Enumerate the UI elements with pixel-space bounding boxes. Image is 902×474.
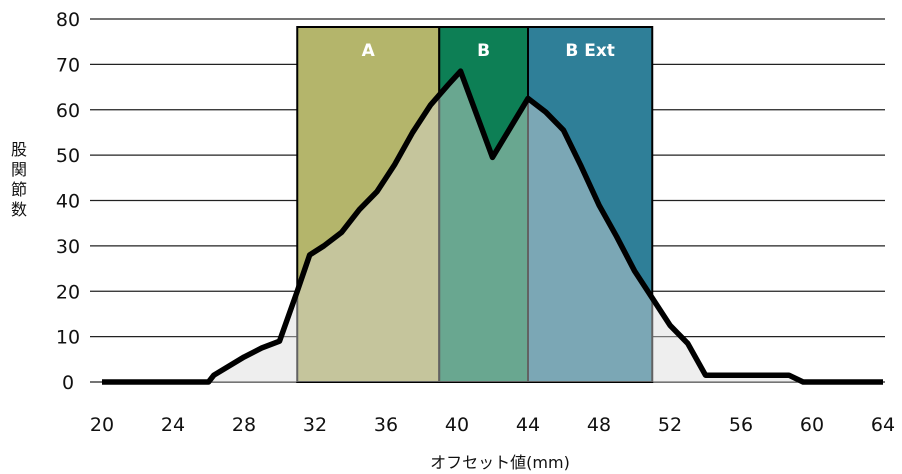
- y-tick-label: 60: [56, 100, 80, 122]
- band-b: [438, 26, 529, 383]
- x-tick-label: 52: [658, 414, 682, 436]
- y-tick-label: 70: [56, 54, 80, 76]
- band-b-ext: [527, 26, 654, 383]
- x-tick-label: 32: [303, 414, 327, 436]
- distribution-area: [102, 71, 883, 383]
- band-label: A: [362, 41, 376, 61]
- y-tick-label: 30: [56, 236, 80, 258]
- x-tick-label: 24: [161, 414, 185, 436]
- x-tick-label: 60: [800, 414, 824, 436]
- y-tick-label: 80: [56, 9, 80, 31]
- y-tick-label: 20: [56, 281, 80, 303]
- x-tick-label: 28: [232, 414, 256, 436]
- series-line: [102, 68, 883, 385]
- x-axis-title: オフセット値(mm): [430, 453, 570, 472]
- x-tick-label: 64: [871, 414, 895, 436]
- band-label: B Ext: [565, 41, 615, 61]
- x-tick-label: 36: [374, 414, 398, 436]
- y-tick-label: 50: [56, 145, 80, 167]
- y-tick-label: 0: [62, 372, 74, 394]
- y-tick-label: 10: [56, 327, 80, 349]
- distribution-line: [102, 68, 883, 385]
- x-tick-label: 40: [445, 414, 469, 436]
- x-tick-label: 44: [516, 414, 540, 436]
- x-tick-label: 48: [587, 414, 611, 436]
- y-tick-label: 40: [56, 191, 80, 213]
- area-fill: [102, 71, 883, 383]
- offset-bands: A B B Ext: [296, 26, 654, 383]
- y-tick-labels: 0 10 20 30 40 50 60 70 80: [56, 9, 80, 394]
- band-label: B: [477, 41, 490, 61]
- y-axis-title: 股関節数: [11, 140, 27, 219]
- x-tick-labels: 20 24 28 32 36 40 44 48 52 56 60 64: [90, 414, 895, 436]
- x-tick-label: 56: [729, 414, 753, 436]
- x-tick-label: 20: [90, 414, 114, 436]
